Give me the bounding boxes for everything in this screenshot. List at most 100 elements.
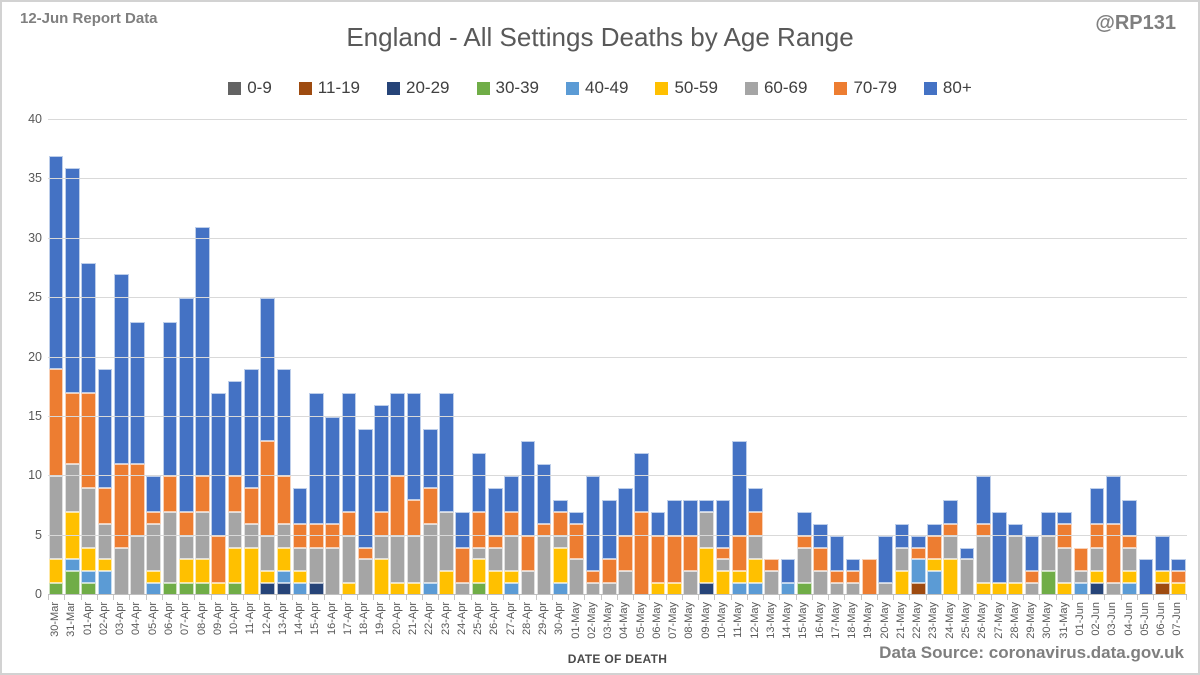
- bar-segment: [715, 571, 731, 595]
- x-axis-label-cell: 07-Apr: [178, 600, 194, 652]
- bar-segment: [260, 298, 275, 441]
- x-axis-tick: [342, 595, 358, 600]
- y-axis-tick-label: 0: [35, 587, 42, 601]
- x-axis-label-cell: 02-Apr: [97, 600, 113, 652]
- x-axis-tick: [147, 595, 163, 600]
- bar-column: [113, 120, 129, 595]
- bar-segment: [471, 547, 487, 560]
- x-axis-tick-label: 07-Jun: [1171, 602, 1184, 636]
- bar-segment: [1089, 488, 1105, 524]
- bar-column: [276, 120, 292, 595]
- x-axis-tick: [423, 595, 439, 600]
- x-axis-tick: [407, 595, 423, 600]
- bar-column: [422, 120, 438, 595]
- bar-segment: [390, 476, 406, 536]
- legend-label: 11-19: [317, 78, 361, 97]
- x-axis-tick: [829, 595, 846, 600]
- x-axis-tick-label: 05-Jun: [1138, 602, 1151, 636]
- bar-segment: [585, 571, 601, 584]
- bar-segment: [374, 405, 389, 512]
- bar-segment: [146, 511, 162, 524]
- x-axis-tick: [1170, 595, 1187, 600]
- x-axis-tick: [520, 595, 537, 600]
- x-axis-tick-label: 06-Apr: [162, 602, 175, 636]
- x-axis-tick: [130, 595, 147, 600]
- bar-segment: [520, 571, 536, 595]
- bar-segment: [618, 535, 633, 572]
- x-axis-tick-label: 22-Apr: [423, 602, 436, 636]
- bar-column: [699, 120, 715, 595]
- bar-segment: [276, 547, 292, 572]
- bar-segment: [797, 535, 812, 548]
- legend-item: 30-39: [476, 78, 539, 98]
- x-axis-tick-label: 31-Mar: [65, 602, 78, 637]
- legend-swatch: [923, 81, 937, 95]
- x-axis-label-cell: 10-May: [715, 600, 731, 652]
- x-axis-tick: [390, 595, 407, 600]
- y-axis-tick-label: 25: [28, 290, 42, 305]
- bar-segment: [1089, 547, 1105, 572]
- bar-segment: [910, 535, 926, 548]
- bar-column: [878, 120, 894, 595]
- bar-segment: [504, 476, 519, 512]
- bar-segment: [1024, 535, 1040, 572]
- bar-segment: [569, 511, 584, 524]
- x-axis-tick-label: 14-Apr: [293, 602, 306, 636]
- bar-segment: [471, 452, 487, 512]
- legend-item: 70-79: [834, 78, 897, 98]
- bar-segment: [1171, 559, 1186, 572]
- bar-segment: [553, 500, 568, 512]
- bar-segment: [211, 535, 227, 584]
- x-axis-tick-label: 30-Apr: [553, 602, 566, 636]
- x-axis-tick: [309, 595, 326, 600]
- bar-column: [1008, 120, 1024, 595]
- x-axis-label-cell: 04-Apr: [129, 600, 145, 652]
- x-axis-tick-label: 21-Apr: [406, 602, 419, 636]
- bar-segment: [81, 547, 96, 572]
- x-axis-tick: [813, 595, 829, 600]
- x-axis-tick-marks: [48, 595, 1187, 600]
- bar-column: [552, 120, 568, 595]
- x-axis-tick: [862, 595, 878, 600]
- bar-segment: [1008, 535, 1024, 584]
- x-axis-tick-label: 10-May: [716, 602, 729, 639]
- bar-segment: [455, 511, 471, 548]
- x-axis-tick: [48, 595, 66, 600]
- y-axis-tick-label: 30: [28, 230, 42, 245]
- x-axis-tick-label: 03-Apr: [114, 602, 127, 636]
- bar-segment: [97, 571, 113, 595]
- bar-column: [211, 120, 227, 595]
- bar-segment: [130, 321, 145, 465]
- bar-column: [178, 120, 194, 595]
- bar-segment: [780, 559, 796, 584]
- y-axis-tick-label: 20: [28, 349, 42, 364]
- x-axis-tick: [374, 595, 391, 600]
- bar-segment: [813, 547, 828, 572]
- bar-segment: [113, 464, 129, 548]
- x-axis-tick-label: 01-Jun: [1073, 602, 1086, 636]
- bar-segment: [276, 369, 292, 477]
- bar-segment: [325, 416, 340, 524]
- x-axis-tick-label: 12-Apr: [260, 602, 273, 636]
- x-axis-label-cell: 14-Apr: [292, 600, 308, 652]
- x-axis-label-cell: 03-Apr: [113, 600, 129, 652]
- bar-segment: [1122, 547, 1137, 572]
- x-axis-tick: [927, 595, 943, 600]
- y-axis-tick-label: 10: [28, 468, 42, 483]
- bar-segment: [1089, 523, 1105, 548]
- bar-segment: [813, 571, 828, 595]
- bar-segment: [504, 511, 519, 536]
- x-axis-tick-label: 09-May: [699, 602, 712, 639]
- x-axis-tick: [894, 595, 911, 600]
- bar-column: [438, 120, 454, 595]
- legend-swatch: [744, 81, 758, 95]
- bar-segment: [943, 559, 959, 595]
- bar-segment: [406, 535, 422, 584]
- bar-segment: [260, 535, 275, 572]
- bar-segment: [65, 167, 80, 394]
- bar-segment: [276, 571, 292, 584]
- bar-column: [325, 120, 341, 595]
- x-axis-tick-label: 23-Apr: [439, 602, 452, 636]
- x-axis-tick: [537, 595, 553, 600]
- bar-segment: [764, 559, 780, 572]
